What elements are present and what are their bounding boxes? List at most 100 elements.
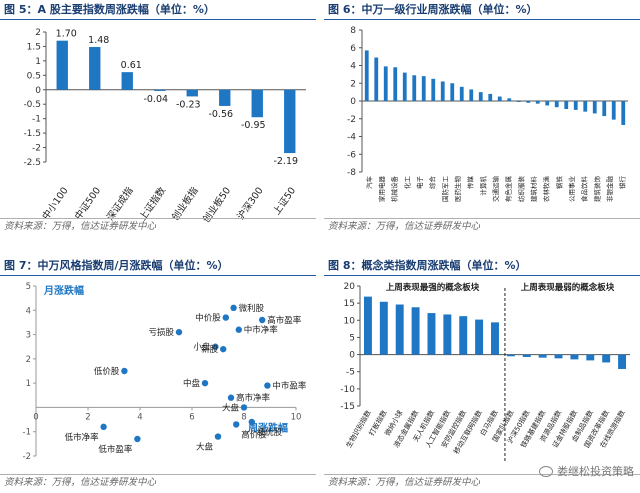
- y-tick-label: -10: [340, 385, 355, 395]
- wechat-icon: [539, 465, 553, 477]
- scatter-point: [175, 328, 183, 336]
- x-tick-label: 医药生物: [453, 176, 462, 203]
- y-tick-label: 2: [350, 79, 356, 89]
- x-tick-label: 综合: [428, 176, 437, 190]
- bar: [412, 75, 417, 101]
- chart-panel-index-weekly: 图 5：A 股主要指数周涨跌幅（单位：%） 2 1.5 1 0.5 0 -0.5 -1 -1.…: [0, 0, 316, 240]
- y-tick-label: -15: [340, 402, 355, 412]
- watermark: 娄继松投资策略: [539, 463, 634, 479]
- panel-title: 图 5：A 股主要指数周涨跌幅（单位：%）: [0, 0, 316, 20]
- bar: [219, 89, 231, 106]
- bar: [402, 72, 407, 101]
- panel-title: 图 6：中万一级行业周涨跌幅（单位：%）: [324, 0, 640, 20]
- watermark-text: 娄继松投资策略: [557, 465, 634, 478]
- data-label: 0.61: [121, 60, 142, 71]
- bar: [251, 89, 263, 118]
- chart-panel-concept-weekly: 图 8：概念类指数周涨跌幅（单位：%） 20 15 10 5 0 -5 -10 -15 上周表现…: [324, 256, 640, 493]
- bar: [379, 301, 388, 355]
- bar: [592, 101, 597, 114]
- scatter-point: [222, 314, 229, 321]
- bar: [411, 307, 420, 355]
- bar: [497, 96, 502, 101]
- y-tick-label: 8: [350, 26, 356, 36]
- bar: [364, 50, 369, 101]
- bar: [554, 354, 563, 359]
- bar: [621, 101, 626, 125]
- y-tick-label: -2.5: [23, 158, 41, 168]
- point-label: 高价股: [241, 429, 267, 440]
- y-tick-label: 5: [349, 333, 355, 343]
- panel-title: 图 8：概念类指数周涨跌幅（单位：%）: [324, 256, 640, 276]
- scatter-point: [100, 423, 107, 431]
- bar: [374, 57, 379, 101]
- point-label: 低市净率: [65, 432, 100, 443]
- bar: [427, 313, 436, 355]
- point-label: 低价股: [94, 366, 120, 377]
- bar: [545, 101, 550, 106]
- scatter-point: [240, 404, 248, 411]
- y-tick-label: 3: [26, 331, 31, 341]
- bar: [440, 81, 445, 101]
- y-tick-label: 1: [35, 57, 41, 67]
- y-tick-label: 4: [26, 306, 31, 316]
- bar: [535, 101, 540, 104]
- point-label: 中盘: [183, 378, 201, 389]
- bar: [469, 89, 474, 101]
- x-tick-label: 银行: [618, 176, 627, 190]
- bar: [522, 354, 531, 357]
- bar: [583, 101, 588, 112]
- bar: [564, 101, 569, 109]
- bar: [154, 89, 166, 91]
- x-tick-label: 上证50: [271, 185, 298, 217]
- scatter-point: [201, 379, 209, 387]
- bar: [421, 76, 426, 101]
- point-label: 中价股: [195, 313, 221, 324]
- y-tick-label: 0: [349, 351, 355, 361]
- point-label: 大盘: [222, 402, 240, 413]
- bar: [56, 40, 68, 90]
- panel-source: 资料来源：万得，信达证券研发中心: [0, 474, 316, 490]
- scatter-point: [248, 418, 255, 426]
- x-tick-label: 电子: [415, 176, 424, 190]
- x-tick-label: 沪深300: [235, 185, 266, 222]
- x-tick-label: 传媒: [466, 176, 475, 190]
- bar: [618, 354, 627, 369]
- bar: [431, 78, 436, 101]
- data-label: -0.23: [176, 99, 201, 110]
- bar: [459, 316, 468, 355]
- x-tick-label: 汽车: [364, 176, 373, 190]
- annotation-strong: 上周表现最强的概念板块: [386, 282, 480, 293]
- y-tick-label: -2: [23, 452, 31, 462]
- y-tick-label: -6: [347, 150, 356, 160]
- scatter-point: [212, 343, 219, 350]
- x-axis-label: 周涨跌幅: [248, 421, 288, 434]
- point-label: 绩优股: [257, 427, 283, 438]
- scatter-point: [233, 421, 240, 428]
- y-tick-label: 15: [344, 299, 355, 309]
- bar: [459, 86, 464, 101]
- panel-source: 资料来源：万得，信达证券研发中心: [324, 218, 640, 234]
- y-tick-label: -2: [347, 115, 356, 125]
- y-tick-label: -1: [32, 115, 41, 125]
- y-tick-label: 20: [344, 282, 356, 292]
- y-tick-label: 2: [26, 355, 31, 365]
- point-label: 低市盈率: [98, 444, 133, 455]
- x-tick-label: 2: [85, 412, 90, 422]
- point-label: 高市盈率: [267, 315, 302, 326]
- x-tick-label: 农林牧渔: [542, 176, 551, 203]
- bar: [516, 101, 521, 102]
- x-tick-label: 计算机: [478, 176, 487, 196]
- bar-chart-concept-weekly: 20 15 10 5 0 -5 -10 -15 上周表现最强的概念板块 上周表现最弱的概念板块生物…: [340, 282, 630, 461]
- bar: [121, 72, 133, 90]
- scatter-point: [214, 433, 222, 440]
- x-tick-label: 建筑材料: [529, 176, 538, 203]
- scatter-point: [230, 304, 237, 312]
- bar: [491, 322, 499, 355]
- y-tick-label: 1: [26, 379, 31, 389]
- y-tick-label: -2: [32, 144, 41, 154]
- bar: [602, 101, 607, 117]
- y-tick-label: 2: [35, 28, 41, 38]
- bar: [450, 83, 455, 101]
- y-tick-label: 6: [350, 44, 356, 54]
- scatter-point: [134, 435, 141, 443]
